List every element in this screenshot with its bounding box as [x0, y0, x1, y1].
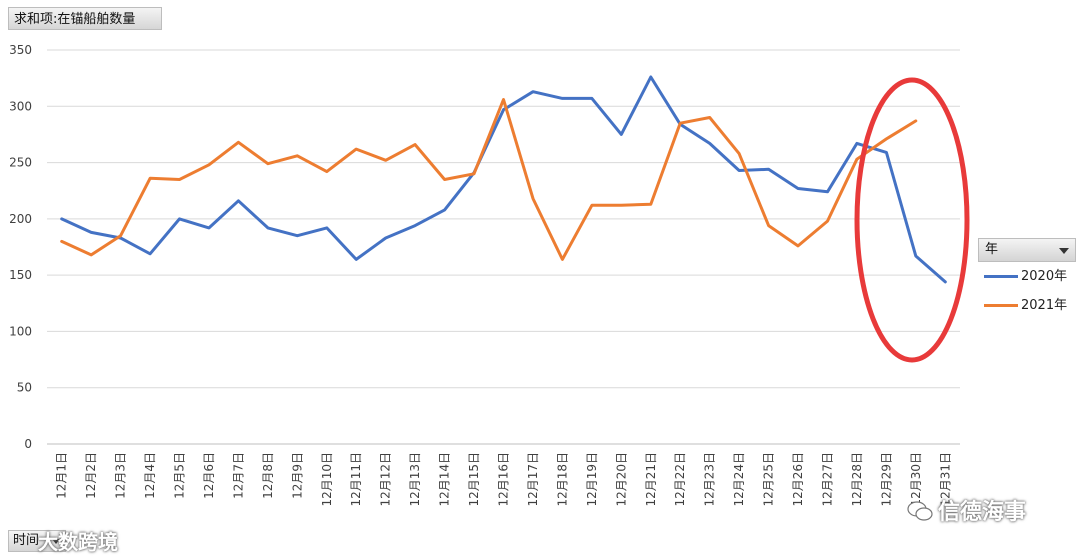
x-tick-label: 12月28日 [850, 452, 864, 507]
legend-swatch-2021 [984, 304, 1018, 307]
series-line-1 [60, 98, 918, 261]
y-axis-ticks: 0 50 100 150 200 250 300 350 [9, 43, 32, 451]
x-tick-label: 12月14日 [438, 452, 452, 507]
legend-item-2020: 2020年 [984, 268, 1067, 286]
y-tick-label: 0 [24, 437, 32, 451]
x-tick-label: 12月30日 [909, 452, 923, 507]
wechat-icon [907, 501, 933, 521]
y-tick-label: 300 [9, 99, 32, 113]
value-field-button[interactable]: 求和项:在锚船舶数量 [8, 7, 162, 30]
x-tick-label: 12月7日 [231, 452, 245, 499]
legend-item-2021: 2021年 [984, 297, 1067, 315]
series-lines [60, 75, 947, 284]
gridlines [47, 49, 960, 445]
y-tick-label: 50 [17, 381, 32, 395]
legend-label-2020: 2020年 [1021, 269, 1068, 284]
x-tick-label: 12月20日 [614, 452, 628, 507]
legend-swatch-2020 [984, 275, 1018, 278]
x-tick-label: 12月3日 [114, 452, 128, 499]
x-tick-label: 12月29日 [879, 452, 893, 507]
x-tick-label: 12月8日 [261, 452, 275, 499]
y-tick-label: 100 [9, 324, 32, 338]
y-tick-label: 200 [9, 212, 32, 226]
x-tick-label: 12月9日 [290, 452, 304, 499]
dropdown-arrow-icon[interactable] [1059, 248, 1069, 254]
legend-header-label: 年 [985, 242, 999, 257]
x-tick-label: 12月24日 [732, 452, 746, 507]
x-tick-label: 12月1日 [55, 452, 69, 499]
x-tick-label: 12月27日 [820, 452, 834, 507]
x-tick-label: 12月23日 [703, 452, 717, 507]
x-tick-label: 12月5日 [173, 452, 187, 499]
x-tick-label: 12月12日 [379, 452, 393, 507]
time-field-label: 时间 [13, 533, 40, 548]
y-tick-label: 250 [9, 156, 32, 170]
time-field-button[interactable]: 时间 [8, 530, 66, 552]
highlight-ellipse [854, 77, 970, 363]
x-tick-label: 12月13日 [408, 452, 422, 507]
x-tick-label: 12月21日 [644, 452, 658, 507]
x-tick-label: 12月16日 [497, 452, 511, 507]
x-tick-label: 12月22日 [673, 452, 687, 507]
series-line-0 [60, 75, 947, 284]
x-tick-label: 12月26日 [791, 452, 805, 507]
dropdown-arrow-icon[interactable] [52, 539, 60, 544]
x-tick-label: 12月18日 [555, 452, 569, 507]
x-tick-label: 12月11日 [349, 452, 363, 507]
x-tick-label: 12月17日 [526, 452, 540, 507]
x-tick-label: 12月4日 [143, 452, 157, 499]
x-tick-label: 12月15日 [467, 452, 481, 507]
x-tick-label: 12月10日 [320, 452, 334, 507]
x-tick-label: 12月25日 [762, 452, 776, 507]
x-tick-label: 12月2日 [84, 452, 98, 499]
legend-year-filter[interactable]: 年 [978, 238, 1076, 262]
x-tick-label: 12月19日 [585, 452, 599, 507]
watermark-left: 大数跨境 [38, 530, 118, 554]
watermark-right: 信德海事 [938, 500, 1027, 525]
legend-label-2021: 2021年 [1021, 298, 1068, 313]
x-tick-label: 12月31日 [938, 452, 952, 507]
x-axis-ticks: 12月1日 12月2日 12月3日 12月4日 12月5日 12月6日 12月7日 12月8日… [55, 452, 953, 507]
y-tick-label: 350 [9, 43, 32, 57]
x-tick-label: 12月6日 [202, 452, 216, 499]
y-tick-label: 150 [9, 268, 32, 282]
